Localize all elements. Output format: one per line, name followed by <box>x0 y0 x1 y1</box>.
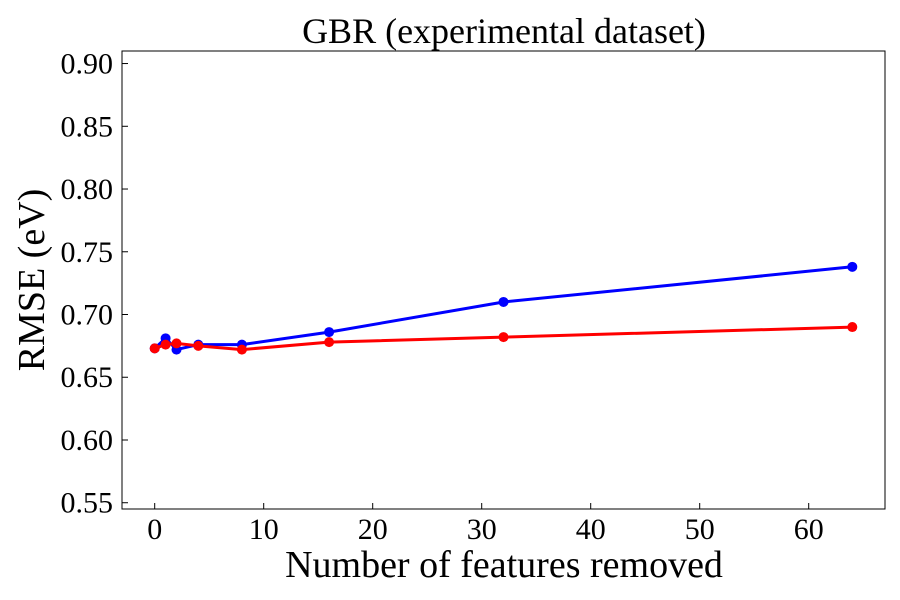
data-point <box>324 337 335 348</box>
data-point <box>193 340 204 351</box>
y-tick-label: 0.55 <box>61 487 114 520</box>
plot-area <box>121 50 886 510</box>
x-tick-label: 0 <box>147 513 162 546</box>
data-point <box>160 339 171 350</box>
chart-title: GBR (experimental dataset) <box>302 11 706 51</box>
ticks: 0 10 20 30 40 50 60 0.55 0.60 0.65 0.70 0.75 0.80 0.8… <box>61 48 824 546</box>
y-tick-label: 0.85 <box>61 110 114 143</box>
series-layer <box>149 261 858 355</box>
data-point <box>171 338 182 349</box>
x-tick-label: 40 <box>576 513 606 546</box>
data-point <box>498 332 509 343</box>
data-point <box>498 296 509 307</box>
y-axis-title: RMSE (eV) <box>11 189 53 372</box>
x-tick-label: 10 <box>249 513 279 546</box>
data-point <box>149 343 160 354</box>
data-point <box>236 344 247 355</box>
data-point <box>324 327 335 338</box>
y-tick-label: 0.70 <box>61 299 114 332</box>
y-tick-label: 0.75 <box>61 236 114 269</box>
plot-frame <box>121 50 886 510</box>
data-point <box>847 322 858 333</box>
y-tick-label: 0.60 <box>61 424 114 457</box>
x-tick-label: 20 <box>358 513 388 546</box>
x-tick-label: 50 <box>685 513 715 546</box>
data-point <box>847 261 858 272</box>
x-tick-label: 30 <box>467 513 497 546</box>
x-axis-title: Number of features removed <box>285 544 723 586</box>
y-tick-label: 0.80 <box>61 173 114 206</box>
y-tick-label: 0.65 <box>61 361 114 394</box>
series-2 <box>149 322 858 355</box>
x-tick-label: 60 <box>794 513 824 546</box>
y-tick-label: 0.90 <box>61 48 114 81</box>
